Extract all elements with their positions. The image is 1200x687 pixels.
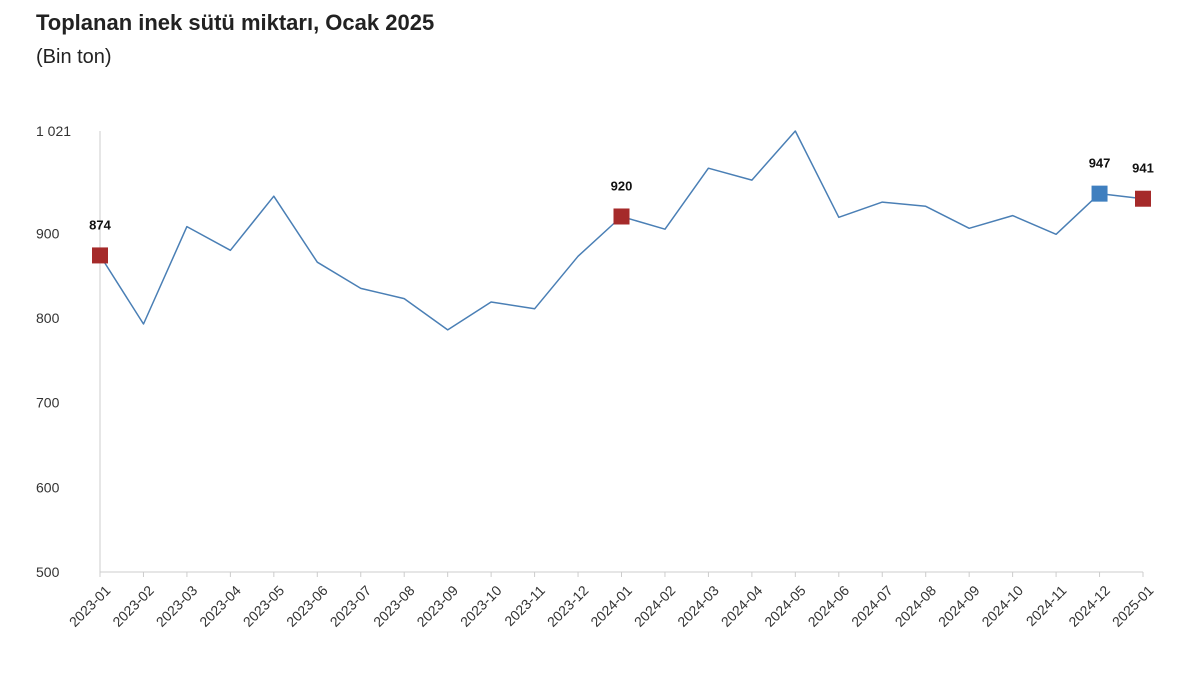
data-label: 920 (611, 178, 633, 193)
x-tick-label: 2023-06 (283, 582, 331, 630)
chart-title: Toplanan inek sütü miktarı, Ocak 2025 (36, 10, 435, 35)
x-tick-label: 2023-10 (457, 582, 505, 630)
x-tick-label: 2024-04 (718, 582, 766, 630)
x-tick-label: 2023-07 (327, 582, 375, 630)
data-point-marker (1091, 185, 1108, 202)
x-axis-ticks: 2023-012023-022023-032023-042023-052023-… (66, 572, 1157, 630)
x-tick-label: 2024-08 (892, 582, 940, 630)
y-axis-ticks: 1 021 900 800 700 600 500 (36, 123, 71, 580)
series-line-group (99, 130, 1144, 331)
x-tick-label: 2024-09 (935, 582, 983, 630)
x-tick-label: 2023-11 (501, 582, 548, 629)
chart-subtitle: (Bin ton) (36, 46, 112, 68)
series-line (99, 130, 1144, 331)
data-label: 947 (1089, 156, 1111, 171)
x-tick-label: 2024-11 (1023, 582, 1070, 629)
y-tick-label: 500 (36, 564, 60, 580)
data-point-marker (92, 247, 108, 264)
marker-group: 874 920 947 941 (89, 156, 1154, 264)
x-tick-label: 2024-07 (848, 582, 896, 630)
x-tick-label: 2023-04 (196, 582, 244, 630)
x-tick-label: 2023-09 (413, 582, 461, 630)
x-tick-label: 2024-10 (978, 582, 1026, 630)
data-point-marker (613, 208, 630, 225)
y-tick-label: 1 021 (36, 123, 71, 139)
x-tick-label: 2024-12 (1065, 582, 1113, 630)
x-tick-label: 2024-05 (761, 582, 809, 630)
x-tick-label: 2025-01 (1109, 582, 1157, 630)
chart-axes (99, 131, 1143, 573)
x-tick-label: 2023-03 (153, 582, 201, 630)
y-tick-label: 800 (36, 310, 60, 326)
x-tick-label: 2023-05 (240, 582, 288, 630)
x-tick-label: 2024-03 (674, 582, 722, 630)
x-tick-label: 2023-12 (544, 582, 592, 630)
data-point-marker (1135, 190, 1151, 207)
y-tick-label: 600 (36, 479, 60, 495)
x-tick-label: 2023-01 (66, 582, 114, 630)
x-tick-label: 2023-08 (370, 582, 418, 630)
x-tick-label: 2024-01 (587, 582, 635, 630)
y-tick-label: 900 (36, 225, 60, 241)
x-tick-label: 2023-02 (109, 582, 157, 630)
y-tick-label: 700 (36, 395, 60, 411)
data-label: 941 (1132, 161, 1154, 176)
data-label: 874 (89, 217, 111, 232)
x-tick-label: 2024-06 (805, 582, 853, 630)
x-tick-label: 2024-02 (631, 582, 679, 630)
